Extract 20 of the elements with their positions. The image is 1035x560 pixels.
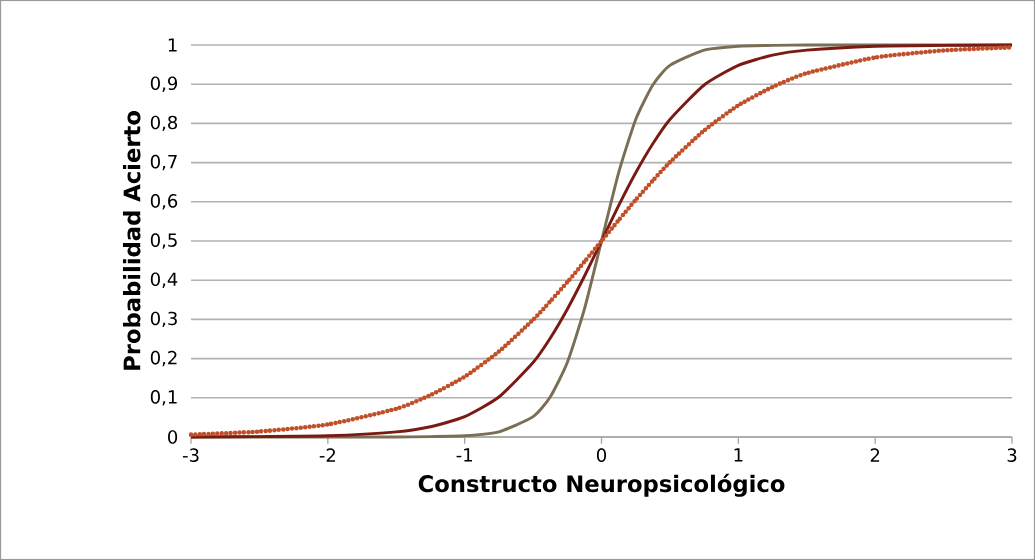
x-tick-label: 1 (734, 448, 743, 462)
y-axis-title: Probabilidad Acierto (122, 111, 141, 370)
x-tick-label: 2 (870, 448, 880, 462)
x-tick-label: 0 (596, 448, 607, 462)
y-tick-label: 0,8 (150, 115, 178, 132)
y-tick-label: 0,4 (150, 272, 178, 288)
x-tick-label: 3 (1007, 448, 1017, 462)
y-tick-label: 0,9 (150, 76, 178, 92)
y-tick-label: 0,3 (150, 311, 177, 328)
x-tick-label: -3 (182, 448, 199, 462)
x-axis-title: Constructo Neuropsicológico (418, 473, 785, 497)
y-tick-label: 0,1 (150, 390, 177, 406)
y-tick-label: 0,6 (150, 194, 178, 210)
y-tick-label: 1 (168, 38, 177, 52)
y-tick-label: 0,2 (150, 350, 177, 367)
y-tick-label: 0 (168, 430, 178, 444)
y-tick-label: 0,5 (150, 233, 177, 249)
x-tick-label: -2 (319, 448, 336, 462)
y-tick-label: 0,7 (150, 154, 177, 171)
x-tick-label: -1 (456, 448, 472, 462)
